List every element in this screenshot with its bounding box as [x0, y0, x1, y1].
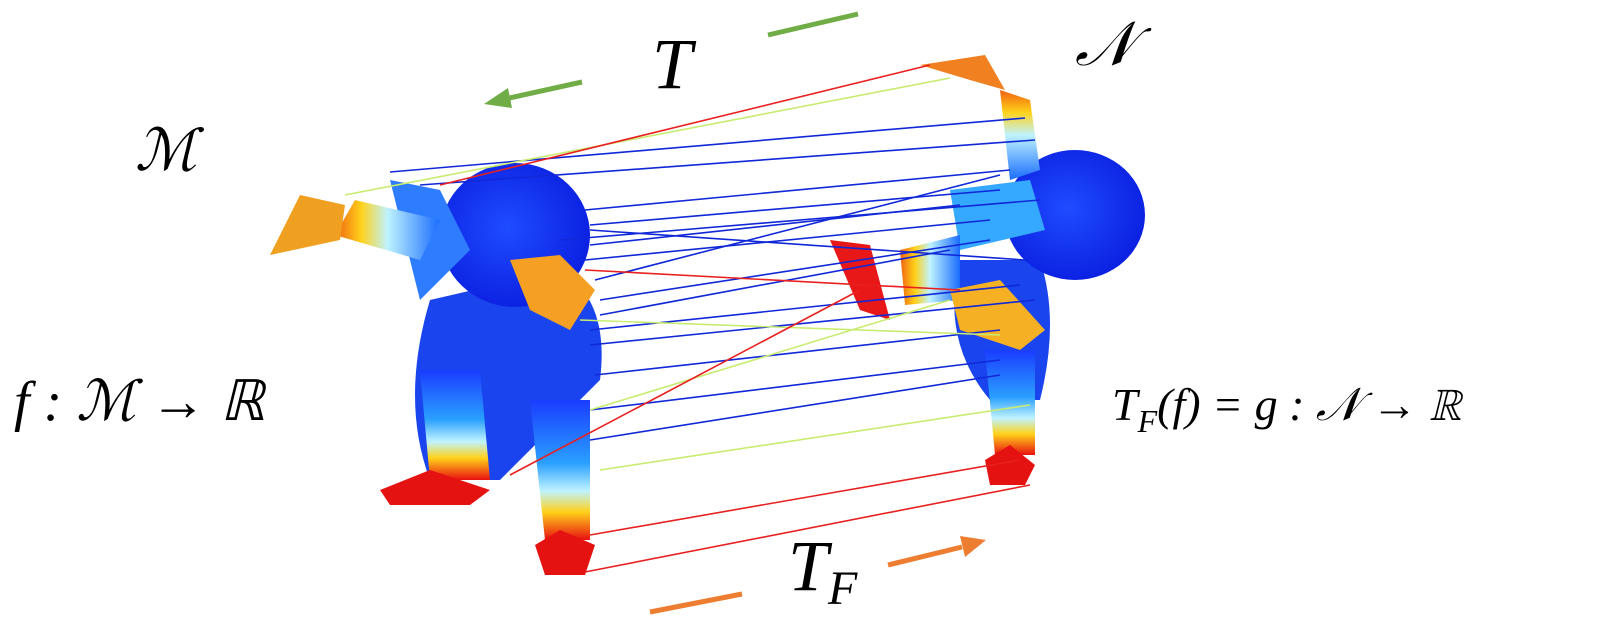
label-m: ℳ — [135, 118, 205, 183]
tf-map-sub: F — [1137, 403, 1158, 439]
label-f-map: f : ℳ → ℝ — [14, 371, 267, 433]
t-dash — [768, 14, 858, 35]
tf-map-rest: (f) = g : 𝒩 → ℝ — [1157, 379, 1464, 430]
shape-n — [830, 55, 1145, 485]
label-t: T — [652, 24, 697, 104]
figure: T 𝒩 ℳ f : ℳ → ℝ TF(f) = g : 𝒩 → ℝ TF — [0, 0, 1602, 631]
tf-dash — [650, 594, 742, 612]
tf-arrow-head — [960, 536, 986, 557]
label-n: 𝒩 — [1075, 11, 1152, 79]
label-tf: TF — [788, 526, 858, 615]
tf-base: T — [788, 526, 833, 606]
tf-arrow — [888, 547, 962, 565]
shape-m — [270, 163, 602, 575]
tf-sub: F — [827, 562, 858, 615]
t-arrow-head — [484, 88, 512, 108]
label-tf-map: TF(f) = g : 𝒩 → ℝ — [1112, 379, 1464, 439]
t-arrow — [505, 82, 582, 99]
